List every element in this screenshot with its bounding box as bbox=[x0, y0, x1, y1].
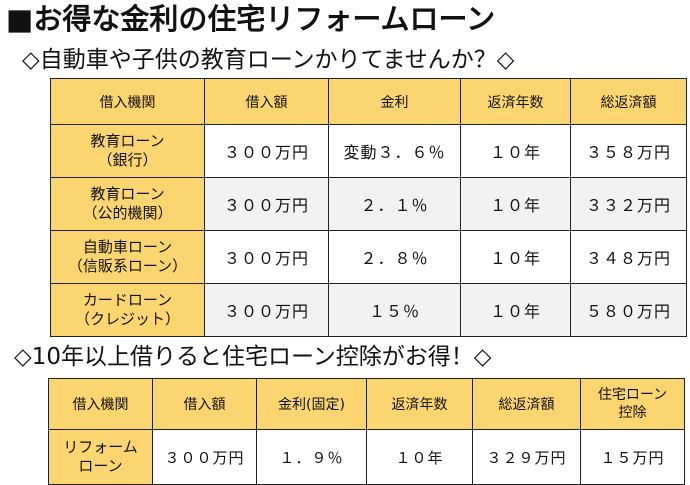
rate-cell: 変動３．６％ bbox=[328, 124, 461, 178]
table-row: 教育ローン （公的機関） ３００万円 ２．１％ １０年 ３３２万円 bbox=[50, 177, 687, 231]
lender-cell: リフォーム ローン bbox=[48, 429, 153, 485]
years-cell: １０年 bbox=[460, 124, 571, 178]
table-row: カードローン （クレジット） ３００万円 １５％ １０年 ５８０万円 bbox=[50, 283, 687, 337]
amount-cell: ３００万円 bbox=[152, 429, 257, 485]
section1-heading: ◇自動車や子供の教育ローンかりてませんか？◇ bbox=[22, 47, 515, 73]
lender-type: （信販系ローン） bbox=[67, 257, 188, 275]
header-lender: 借入機関 bbox=[48, 378, 153, 430]
header-years: 返済年数 bbox=[366, 378, 473, 430]
rate-cell: １５％ bbox=[328, 283, 461, 337]
header-years: 返済年数 bbox=[460, 78, 571, 125]
lender-type: ローン bbox=[78, 457, 123, 475]
total-cell: ３３２万円 bbox=[570, 177, 687, 231]
table-header-row: 借入機関 借入額 金利(固定) 返済年数 総返済額 住宅ローン 控除 bbox=[48, 378, 685, 430]
lender-cell: カードローン （クレジット） bbox=[50, 283, 205, 337]
header-amount: 借入額 bbox=[152, 378, 257, 430]
table-row: リフォーム ローン ３００万円 １．９％ １０年 ３２９万円 １５万円 bbox=[48, 429, 685, 485]
total-cell: ５８０万円 bbox=[570, 283, 687, 337]
reform-loan-table: 借入機関 借入額 金利(固定) 返済年数 総返済額 住宅ローン 控除 リフォーム… bbox=[48, 378, 685, 485]
total-cell: ３４８万円 bbox=[570, 230, 687, 284]
amount-cell: ３００万円 bbox=[204, 124, 329, 178]
header-total: 総返済額 bbox=[570, 78, 687, 125]
amount-cell: ３００万円 bbox=[204, 177, 329, 231]
table-row: 教育ローン （銀行） ３００万円 変動３．６％ １０年 ３５８万円 bbox=[50, 124, 687, 178]
lender-cell: 教育ローン （銀行） bbox=[50, 124, 205, 178]
page-title: ■お得な金利の住宅リフォームローン bbox=[6, 2, 496, 36]
rate-cell: ２．８％ bbox=[328, 230, 461, 284]
lender-name: 教育ローン bbox=[90, 132, 165, 150]
header-deduction-line1: 住宅ローン bbox=[597, 387, 668, 403]
lender-type: （銀行） bbox=[97, 151, 158, 169]
table-header-row: 借入機関 借入額 金利 返済年数 総返済額 bbox=[50, 78, 687, 125]
lender-name: 教育ローン bbox=[90, 185, 165, 203]
amount-cell: ３００万円 bbox=[204, 230, 329, 284]
lender-type: （公的機関） bbox=[82, 204, 173, 222]
header-total: 総返済額 bbox=[472, 378, 581, 430]
header-rate-fixed: 金利(固定) bbox=[256, 378, 367, 430]
years-cell: １０年 bbox=[460, 283, 571, 337]
deduction-cell: １５万円 bbox=[580, 429, 685, 485]
amount-cell: ３００万円 bbox=[204, 283, 329, 337]
lender-cell: 自動車ローン （信販系ローン） bbox=[50, 230, 205, 284]
header-deduction: 住宅ローン 控除 bbox=[580, 378, 685, 430]
header-rate: 金利 bbox=[328, 78, 461, 125]
years-cell: １０年 bbox=[460, 177, 571, 231]
lender-name: カードローン bbox=[82, 291, 173, 309]
section2-heading: ◇10年以上借りると住宅ローン控除がお得！◇ bbox=[14, 344, 492, 370]
lender-name: リフォーム bbox=[63, 438, 138, 456]
years-cell: １０年 bbox=[460, 230, 571, 284]
total-cell: ３２９万円 bbox=[472, 429, 581, 485]
header-deduction-line2: 控除 bbox=[618, 405, 647, 421]
years-cell: １０年 bbox=[366, 429, 473, 485]
rate-cell: ２．１％ bbox=[328, 177, 461, 231]
total-cell: ３５８万円 bbox=[570, 124, 687, 178]
rate-cell: １．９％ bbox=[256, 429, 367, 485]
header-lender: 借入機関 bbox=[50, 78, 205, 125]
lender-type: （クレジット） bbox=[74, 310, 180, 328]
header-amount: 借入額 bbox=[204, 78, 329, 125]
loan-comparison-table: 借入機関 借入額 金利 返済年数 総返済額 教育ローン （銀行） ３００万円 変… bbox=[50, 78, 687, 337]
table-row: 自動車ローン （信販系ローン） ３００万円 ２．８％ １０年 ３４８万円 bbox=[50, 230, 687, 284]
lender-name: 自動車ローン bbox=[82, 238, 173, 256]
lender-cell: 教育ローン （公的機関） bbox=[50, 177, 205, 231]
